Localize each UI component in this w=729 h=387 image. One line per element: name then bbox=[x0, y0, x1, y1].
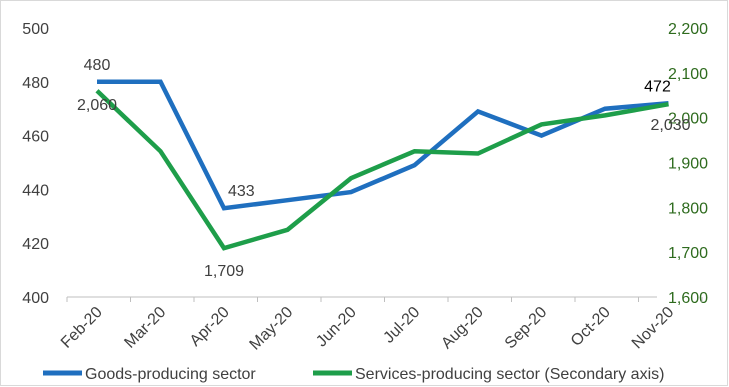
y-primary-tick-label: 440 bbox=[22, 182, 49, 199]
secondary-y-axis: 1,600 1,700 1,800 1,900 2,000 2,100 2,200 bbox=[668, 21, 708, 307]
y-secondary-tick-label: 2,000 bbox=[668, 111, 708, 128]
data-label: 433 bbox=[228, 183, 255, 200]
y-primary-tick-label: 500 bbox=[22, 21, 49, 38]
legend-label-goods: Goods-producing sector bbox=[85, 366, 256, 383]
data-label: 480 bbox=[84, 57, 111, 74]
data-label: 2,060 bbox=[77, 97, 117, 114]
data-labels: 480 2,060 433 1,709 472 2,030 bbox=[77, 57, 691, 280]
data-label: 2,030 bbox=[650, 117, 690, 134]
y-primary-tick-label: 480 bbox=[22, 75, 49, 92]
y-secondary-tick-label: 2,100 bbox=[668, 66, 708, 83]
y-secondary-tick-label: 1,800 bbox=[668, 200, 708, 217]
legend-label-services: Services-producing sector (Secondary axi… bbox=[355, 366, 664, 383]
x-axis bbox=[66, 297, 703, 302]
data-label: 1,709 bbox=[204, 263, 244, 280]
y-secondary-tick-label: 1,600 bbox=[668, 290, 708, 307]
y-primary-tick-label: 460 bbox=[22, 129, 49, 146]
y-secondary-tick-label: 1,700 bbox=[668, 245, 708, 262]
data-label: 472 bbox=[644, 78, 671, 95]
series-line-services bbox=[95, 89, 669, 251]
y-secondary-tick-label: 2,200 bbox=[668, 21, 708, 38]
y-primary-tick-label: 420 bbox=[22, 236, 49, 253]
legend: Goods-producing sector Services-producin… bbox=[43, 366, 664, 383]
y-primary-tick-label: 400 bbox=[22, 290, 49, 307]
y-secondary-tick-label: 1,900 bbox=[668, 156, 708, 173]
primary-y-axis: 400 420 440 460 480 500 bbox=[22, 21, 49, 307]
